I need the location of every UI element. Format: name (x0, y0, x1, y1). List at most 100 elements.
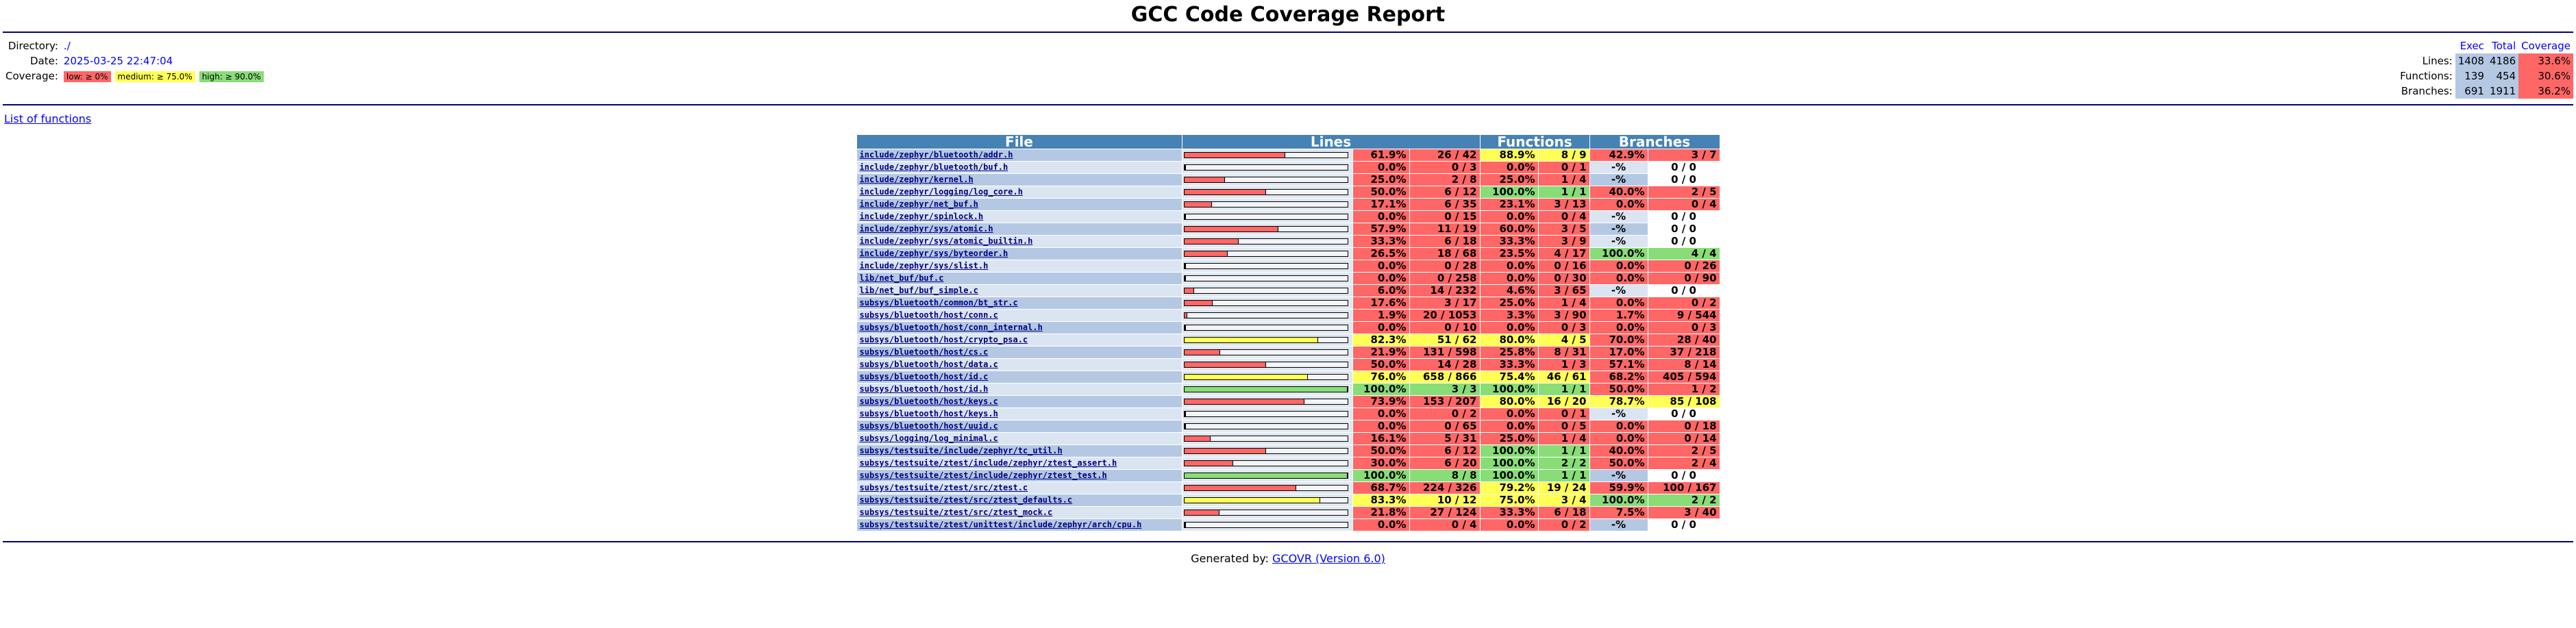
functions-count: 1 / 1 (1538, 470, 1589, 481)
branches-percent: 100.0% (1589, 494, 1648, 506)
functions-count: 0 / 2 (1538, 519, 1589, 531)
coverage-bar-cell (1182, 223, 1352, 235)
list-of-functions-link[interactable]: List of functions (4, 112, 92, 125)
file-cell: include/zephyr/sys/atomic.h (856, 223, 1182, 235)
coverage-bar-cell (1182, 162, 1352, 173)
coverage-bar-fill (1184, 153, 1285, 158)
coverage-bar-fill (1184, 264, 1187, 268)
functions-percent: 23.5% (1480, 248, 1538, 260)
branches-count: 0 / 3 (1648, 322, 1720, 334)
file-link[interactable]: include/zephyr/logging/log_core.h (859, 187, 1023, 197)
file-link[interactable]: include/zephyr/bluetooth/addr.h (859, 150, 1013, 160)
branches-percent: -% (1589, 162, 1648, 173)
file-link[interactable]: subsys/bluetooth/host/cs.c (859, 347, 989, 357)
file-link[interactable]: lib/net_buf/buf_simple.c (859, 286, 978, 295)
file-link[interactable]: subsys/testsuite/ztest/src/ztest.c (859, 483, 1028, 492)
coverage-bar (1183, 485, 1348, 491)
file-link[interactable]: subsys/testsuite/ztest/unittest/include/… (859, 520, 1142, 529)
lines-percent: 17.1% (1352, 199, 1409, 210)
lines-count: 11 / 19 (1409, 223, 1480, 235)
coverage-bar-cell (1182, 519, 1352, 531)
gcovr-link[interactable]: GCOVR (Version 6.0) (1272, 552, 1385, 565)
file-link[interactable]: subsys/bluetooth/host/id.h (859, 384, 989, 394)
functions-percent: 0.0% (1480, 211, 1538, 223)
file-link[interactable]: include/zephyr/bluetooth/buf.h (859, 162, 1008, 172)
functions-percent: 79.2% (1480, 482, 1538, 494)
functions-percent: 80.0% (1480, 396, 1538, 407)
coverage-bar-cell (1182, 297, 1352, 309)
coverage-bar-cell (1182, 334, 1352, 346)
column-header-functions: Functions (1480, 135, 1589, 149)
functions-percent: 33.3% (1480, 507, 1538, 518)
file-link[interactable]: subsys/testsuite/ztest/src/ztest_mock.c (859, 507, 1053, 517)
file-link[interactable]: include/zephyr/sys/slist.h (859, 261, 989, 271)
functions-count: 2 / 2 (1538, 457, 1589, 469)
lines-count: 0 / 28 (1409, 260, 1480, 272)
summary-branches-label: Branches: (2401, 85, 2453, 97)
table-row: lib/net_buf/buf_simple.c 6.0% 14 / 232 4.6%… (856, 285, 1720, 297)
coverage-bar-fill (1184, 498, 1320, 503)
branches-count: 0 / 0 (1648, 236, 1720, 247)
functions-count: 0 / 4 (1538, 211, 1589, 223)
file-cell: subsys/testsuite/ztest/src/ztest.c (856, 482, 1182, 494)
coverage-bar-cell (1182, 149, 1352, 161)
page-title: GCC Code Coverage Report (1130, 3, 1446, 27)
coverage-bar-cell (1182, 507, 1352, 518)
file-link[interactable]: subsys/bluetooth/host/data.c (859, 360, 998, 369)
file-link[interactable]: subsys/logging/log_minimal.c (859, 434, 998, 443)
functions-percent: 23.1% (1480, 199, 1538, 210)
file-link[interactable]: subsys/bluetooth/host/id.c (859, 372, 989, 381)
branches-percent: 42.9% (1589, 149, 1648, 161)
divider (3, 32, 2573, 33)
lines-count: 658 / 866 (1409, 371, 1480, 383)
lines-count: 6 / 12 (1409, 445, 1480, 457)
file-link[interactable]: include/zephyr/sys/atomic_builtin.h (859, 236, 1033, 246)
report-header: Directory: ./ Date: 2025-03-25 22:47:04 … (0, 33, 2576, 104)
lines-percent: 57.9% (1352, 223, 1409, 235)
functions-count: 0 / 1 (1538, 162, 1589, 173)
table-row: subsys/testsuite/ztest/src/ztest_default… (856, 494, 1720, 506)
functions-count: 16 / 20 (1538, 396, 1589, 407)
file-link[interactable]: subsys/testsuite/ztest/include/zephyr/zt… (859, 458, 1117, 468)
branches-count: 3 / 7 (1648, 149, 1720, 161)
lines-percent: 30.0% (1352, 457, 1409, 469)
table-row: include/zephyr/logging/log_core.h 50.0% 6 … (856, 186, 1720, 198)
file-cell: include/zephyr/sys/byteorder.h (856, 248, 1182, 260)
coverage-bar (1183, 189, 1348, 195)
file-link[interactable]: subsys/testsuite/include/zephyr/tc_util.… (859, 446, 1063, 455)
file-link[interactable]: include/zephyr/sys/atomic.h (859, 224, 993, 234)
file-link[interactable]: include/zephyr/net_buf.h (859, 199, 978, 209)
functions-percent: 33.3% (1480, 359, 1538, 370)
file-link[interactable]: subsys/bluetooth/host/conn_internal.h (859, 323, 1043, 332)
footer-prefix: Generated by: (1191, 552, 1269, 565)
file-link[interactable]: subsys/testsuite/ztest/src/ztest_default… (859, 495, 1073, 505)
file-link[interactable]: subsys/bluetooth/host/keys.h (859, 409, 998, 418)
file-link[interactable]: include/zephyr/sys/byteorder.h (859, 249, 1008, 258)
file-link[interactable]: subsys/bluetooth/host/uuid.c (859, 421, 998, 431)
summary-table: Exec Total Coverage Lines: 1408 4186 33.… (2397, 38, 2573, 104)
table-row: subsys/bluetooth/host/cs.c 21.9% 131 / 598… (856, 347, 1720, 358)
table-row: subsys/bluetooth/common/bt_str.c 17.6% 3 /… (856, 297, 1720, 309)
file-cell: include/zephyr/bluetooth/buf.h (856, 162, 1182, 173)
coverage-bar (1183, 386, 1348, 392)
branches-count: 0 / 0 (1648, 519, 1720, 531)
file-link[interactable]: subsys/bluetooth/host/keys.c (859, 397, 998, 406)
branches-count: 405 / 594 (1648, 371, 1720, 383)
functions-percent: 100.0% (1480, 457, 1538, 469)
lines-percent: 33.3% (1352, 236, 1409, 247)
branches-count: 100 / 167 (1648, 482, 1720, 494)
file-link[interactable]: subsys/bluetooth/host/conn.c (859, 310, 998, 320)
coverage-bar-fill (1184, 276, 1187, 281)
file-link[interactable]: subsys/bluetooth/host/crypto_psa.c (859, 335, 1028, 344)
coverage-bar-fill (1184, 338, 1319, 342)
file-link[interactable]: include/zephyr/spinlock.h (859, 212, 984, 221)
file-link[interactable]: lib/net_buf/buf.c (859, 273, 944, 283)
table-row: subsys/bluetooth/host/id.h 100.0% 3 / 3 100… (856, 384, 1720, 395)
file-link[interactable]: subsys/bluetooth/common/bt_str.c (859, 298, 1018, 307)
branches-percent: 40.0% (1589, 186, 1648, 198)
file-link[interactable]: include/zephyr/kernel.h (859, 175, 974, 184)
branches-count: 1 / 2 (1648, 384, 1720, 395)
file-link[interactable]: subsys/testsuite/ztest/include/zephyr/zt… (859, 470, 1107, 480)
coverage-bar-fill (1184, 177, 1225, 182)
